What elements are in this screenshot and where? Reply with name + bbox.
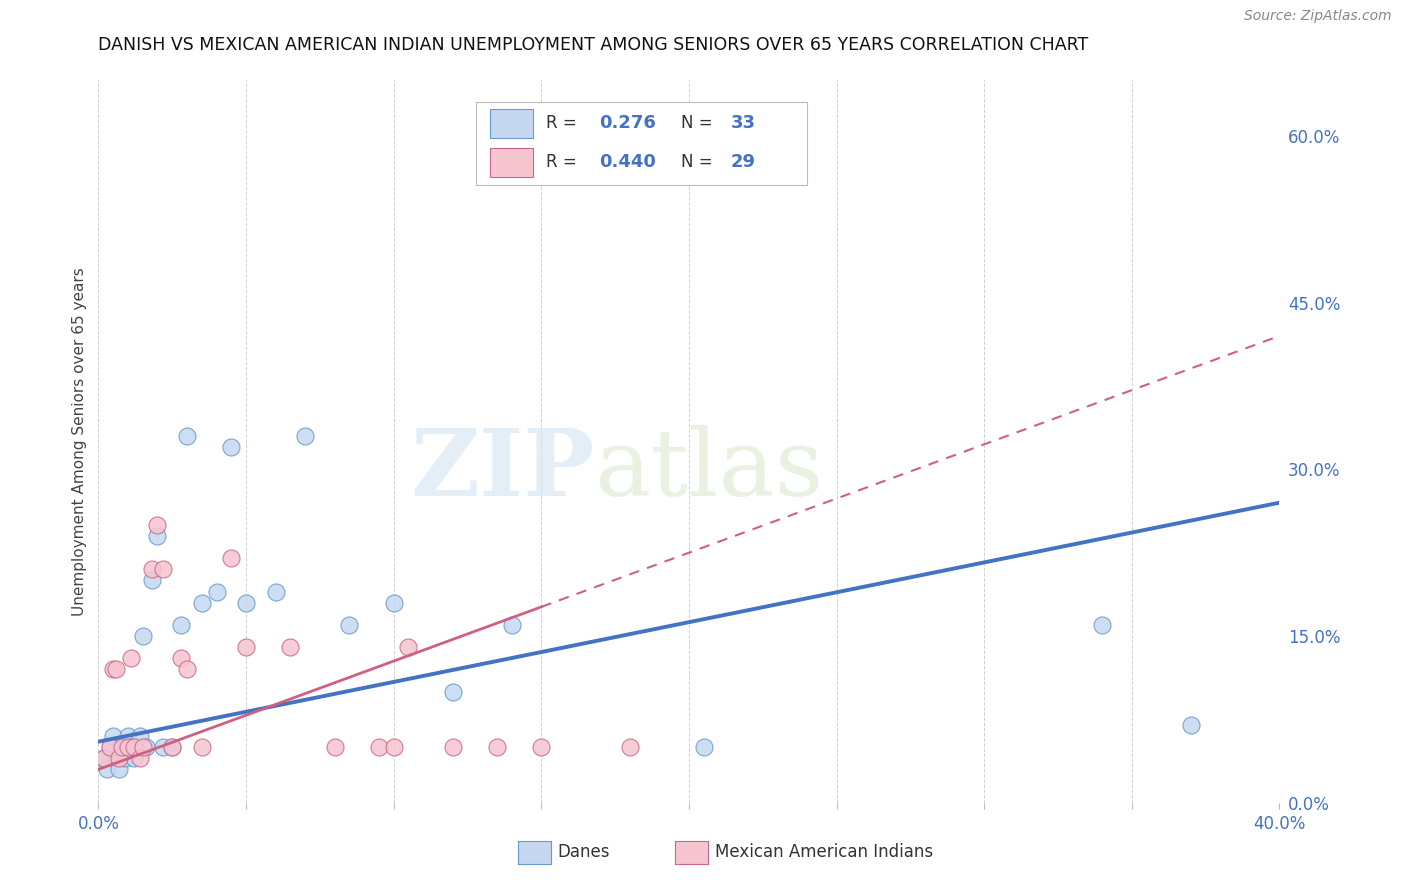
Point xyxy=(486,740,509,755)
Point xyxy=(120,651,142,665)
Point xyxy=(619,740,641,755)
Point xyxy=(111,740,134,755)
Point xyxy=(98,740,121,755)
Point xyxy=(221,440,243,454)
Point xyxy=(108,763,131,777)
Point xyxy=(93,751,115,765)
Point xyxy=(441,684,464,698)
Point xyxy=(108,751,131,765)
Point xyxy=(205,584,228,599)
Point xyxy=(530,740,553,755)
Y-axis label: Unemployment Among Seniors over 65 years: Unemployment Among Seniors over 65 years xyxy=(72,268,87,615)
Point xyxy=(191,596,214,610)
Point xyxy=(96,763,118,777)
Point xyxy=(117,740,139,755)
Point xyxy=(162,740,183,755)
Point xyxy=(98,740,121,755)
Point xyxy=(141,574,163,588)
Point xyxy=(146,529,169,543)
Point xyxy=(162,740,183,755)
Point xyxy=(235,640,257,655)
Point xyxy=(128,729,150,743)
Point xyxy=(128,751,150,765)
Point xyxy=(368,740,391,755)
Point xyxy=(294,429,316,443)
Point xyxy=(132,740,155,755)
Point xyxy=(93,751,115,765)
Point xyxy=(339,618,361,632)
Point xyxy=(120,740,142,755)
Point xyxy=(1180,718,1202,732)
Point xyxy=(141,562,163,576)
Point xyxy=(235,596,257,610)
Text: DANISH VS MEXICAN AMERICAN INDIAN UNEMPLOYMENT AMONG SENIORS OVER 65 YEARS CORRE: DANISH VS MEXICAN AMERICAN INDIAN UNEMPL… xyxy=(98,36,1088,54)
Point xyxy=(152,562,174,576)
Point xyxy=(191,740,214,755)
Point xyxy=(441,740,464,755)
Text: atlas: atlas xyxy=(595,425,824,516)
Point xyxy=(105,662,128,676)
Point xyxy=(114,751,136,765)
Point xyxy=(382,596,405,610)
Point xyxy=(176,662,198,676)
Point xyxy=(132,629,155,643)
Point xyxy=(103,729,125,743)
Point xyxy=(176,429,198,443)
Point xyxy=(1091,618,1114,632)
Point xyxy=(152,740,174,755)
Point xyxy=(170,651,193,665)
Point xyxy=(264,584,287,599)
Point xyxy=(111,740,134,755)
Point xyxy=(398,640,420,655)
Point xyxy=(323,740,346,755)
Point xyxy=(117,729,139,743)
Text: Source: ZipAtlas.com: Source: ZipAtlas.com xyxy=(1244,9,1392,23)
Point xyxy=(280,640,302,655)
Point xyxy=(693,740,716,755)
Text: Danes: Danes xyxy=(558,843,610,861)
Point xyxy=(122,740,145,755)
Point xyxy=(146,517,169,532)
Text: Mexican American Indians: Mexican American Indians xyxy=(714,843,934,861)
Point xyxy=(221,551,243,566)
Point xyxy=(382,740,405,755)
Point xyxy=(122,751,145,765)
Point xyxy=(501,618,523,632)
Point xyxy=(135,740,157,755)
Point xyxy=(105,751,128,765)
Point xyxy=(170,618,193,632)
Text: ZIP: ZIP xyxy=(411,425,595,516)
Point xyxy=(103,662,125,676)
